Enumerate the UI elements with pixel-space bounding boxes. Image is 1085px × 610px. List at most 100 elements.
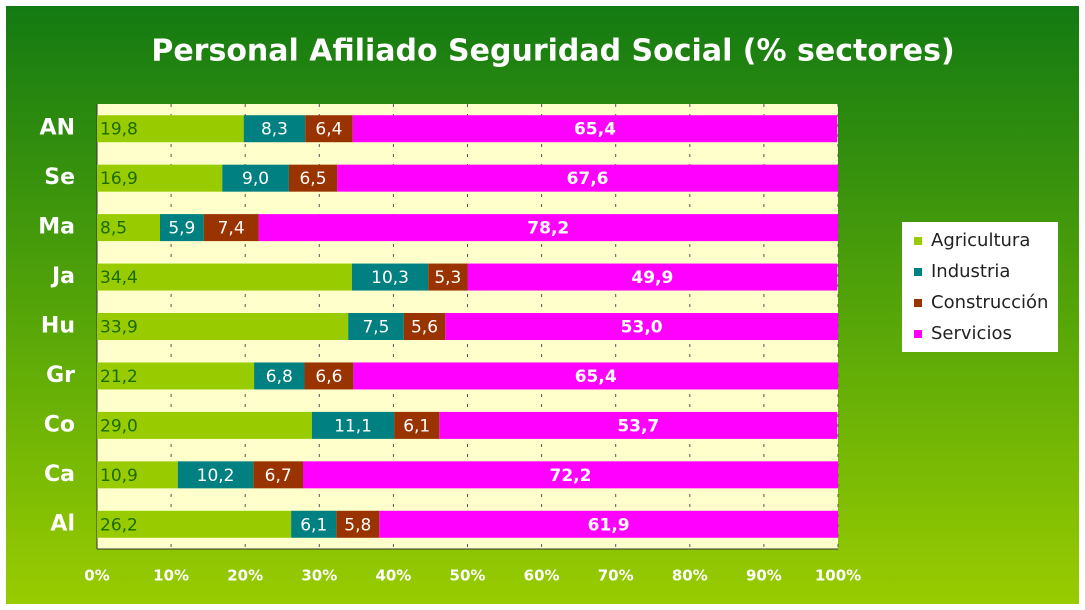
x-tick-label: 50% [450, 567, 486, 585]
bar-segment [439, 411, 838, 439]
data-label: 65,4 [575, 367, 617, 387]
chart-title: Personal Afiliado Seguridad Social (% se… [151, 34, 954, 69]
bar-segment [254, 362, 305, 390]
data-label: 5,3 [434, 268, 461, 288]
data-label: 34,4 [100, 268, 138, 288]
y-tick-label: Se [44, 165, 75, 190]
y-tick-label: Hu [41, 314, 75, 339]
legend-label: Servicios [931, 323, 1012, 344]
bar-segment [353, 362, 838, 390]
bar-segment [379, 510, 838, 538]
data-label: 29,0 [100, 416, 138, 436]
data-label: 9,0 [242, 169, 269, 189]
data-label: 11,1 [334, 416, 372, 436]
data-label: 6,4 [315, 120, 342, 140]
data-label: 8,5 [100, 219, 127, 239]
data-label: 78,2 [527, 219, 569, 239]
data-label: 33,9 [100, 318, 138, 338]
data-label: 10,3 [371, 268, 409, 288]
bar-segment [258, 214, 839, 242]
data-label: 5,6 [411, 318, 438, 338]
data-label: 67,6 [567, 169, 609, 189]
bar-segment [203, 214, 259, 242]
bar-segment [336, 510, 380, 538]
y-tick-label: Ma [38, 215, 75, 240]
data-label: 7,4 [218, 219, 245, 239]
data-label: 6,1 [403, 416, 430, 436]
data-label: 53,7 [617, 416, 659, 436]
bar-segment [97, 411, 312, 439]
bar-segment [97, 164, 223, 192]
bar-segment [97, 362, 255, 390]
bar-segment [348, 313, 404, 340]
y-tick-label: Ja [50, 264, 75, 289]
bar-segment [243, 115, 306, 143]
data-label: 19,8 [100, 120, 138, 140]
data-label: 5,8 [344, 515, 371, 535]
bar-segment [304, 362, 354, 390]
legend-swatch [914, 237, 922, 245]
data-label: 53,0 [621, 318, 663, 338]
data-label: 7,5 [362, 318, 389, 338]
bar-segment [467, 263, 838, 291]
data-label: 49,9 [631, 268, 673, 288]
x-tick-label: 60% [524, 567, 560, 585]
y-tick-label: Ca [44, 462, 75, 487]
data-label: 6,6 [315, 367, 342, 387]
y-tick-label: Al [50, 511, 75, 536]
bar-segment [97, 510, 292, 538]
bar-segment [394, 411, 440, 439]
legend-swatch [914, 268, 922, 276]
bar-segment [291, 510, 337, 538]
data-label: 65,4 [574, 120, 616, 140]
data-label: 72,2 [550, 466, 592, 486]
data-label: 6,5 [299, 169, 326, 189]
bar-segment [97, 115, 244, 143]
legend-label: Construcción [931, 292, 1048, 313]
bar-segment [288, 164, 338, 192]
bar-segment [302, 461, 838, 489]
bar-segment [97, 313, 349, 340]
bar-segment [351, 263, 429, 291]
bar-segment [445, 313, 838, 340]
bar-segment [97, 461, 178, 489]
y-tick-label: Co [44, 412, 75, 437]
data-label: 8,3 [261, 120, 288, 140]
bar-segment [253, 461, 303, 489]
data-label: 16,9 [100, 169, 138, 189]
bar-segment [159, 214, 204, 242]
legend-swatch [914, 330, 922, 338]
data-label: 5,9 [168, 219, 195, 239]
x-tick-label: 90% [746, 567, 782, 585]
bar-segment [352, 115, 838, 143]
data-label: 6,7 [265, 466, 292, 486]
bar-segment [177, 461, 254, 489]
data-label: 26,2 [100, 515, 138, 535]
x-tick-label: 0% [84, 567, 109, 585]
y-tick-label: AN [40, 116, 75, 141]
data-label: 6,1 [300, 515, 327, 535]
data-label: 10,9 [100, 466, 138, 486]
bar-segment [337, 164, 838, 192]
x-tick-label: 30% [301, 567, 337, 585]
bar-segment [403, 313, 446, 340]
legend-label: Agricultura [931, 230, 1030, 251]
data-label: 6,8 [266, 367, 293, 387]
bar-segment [428, 263, 468, 291]
bar-segment [311, 411, 395, 439]
x-tick-label: 10% [153, 567, 189, 585]
legend-swatch [914, 299, 922, 307]
y-tick-label: Gr [46, 363, 75, 388]
x-tick-label: 80% [672, 567, 708, 585]
data-label: 21,2 [100, 367, 138, 387]
x-tick-label: 20% [227, 567, 263, 585]
bar-segment [222, 164, 289, 192]
bar-segment [305, 115, 353, 143]
x-tick-label: 40% [375, 567, 411, 585]
x-tick-label: 100% [815, 567, 861, 585]
bar-segment [97, 263, 352, 291]
data-label: 61,9 [588, 515, 630, 535]
data-label: 10,2 [197, 466, 235, 486]
legend-label: Industria [931, 261, 1010, 282]
